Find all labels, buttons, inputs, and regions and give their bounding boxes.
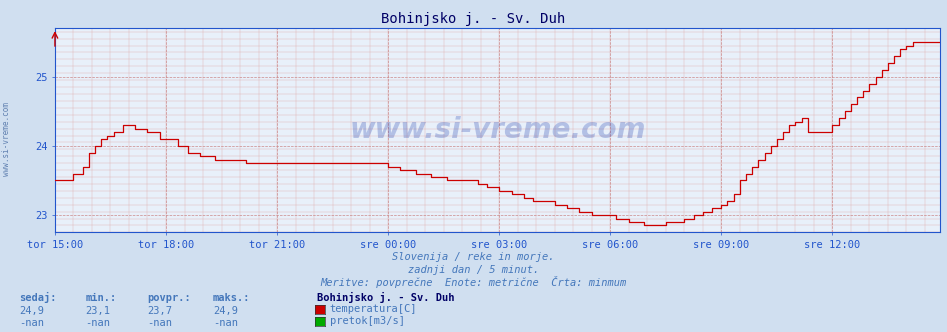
Text: pretok[m3/s]: pretok[m3/s] bbox=[330, 316, 404, 326]
Text: Bohinjsko j. - Sv. Duh: Bohinjsko j. - Sv. Duh bbox=[382, 12, 565, 26]
Text: min.:: min.: bbox=[85, 293, 116, 303]
Text: 24,9: 24,9 bbox=[213, 306, 238, 316]
Text: www.si-vreme.com: www.si-vreme.com bbox=[349, 116, 646, 144]
Text: 23,1: 23,1 bbox=[85, 306, 110, 316]
Text: temperatura[C]: temperatura[C] bbox=[330, 304, 417, 314]
Text: Bohinjsko j. - Sv. Duh: Bohinjsko j. - Sv. Duh bbox=[317, 292, 455, 303]
Text: 24,9: 24,9 bbox=[19, 306, 44, 316]
Text: zadnji dan / 5 minut.: zadnji dan / 5 minut. bbox=[408, 265, 539, 275]
Text: -nan: -nan bbox=[19, 318, 44, 328]
Text: Meritve: povprečne  Enote: metrične  Črta: minmum: Meritve: povprečne Enote: metrične Črta:… bbox=[320, 276, 627, 288]
Text: -nan: -nan bbox=[85, 318, 110, 328]
Text: -nan: -nan bbox=[213, 318, 238, 328]
Text: sedaj:: sedaj: bbox=[19, 292, 57, 303]
Text: maks.:: maks.: bbox=[213, 293, 251, 303]
Text: -nan: -nan bbox=[147, 318, 171, 328]
Text: Slovenija / reke in morje.: Slovenija / reke in morje. bbox=[392, 252, 555, 262]
Text: povpr.:: povpr.: bbox=[147, 293, 190, 303]
Text: 23,7: 23,7 bbox=[147, 306, 171, 316]
Text: www.si-vreme.com: www.si-vreme.com bbox=[2, 103, 11, 176]
